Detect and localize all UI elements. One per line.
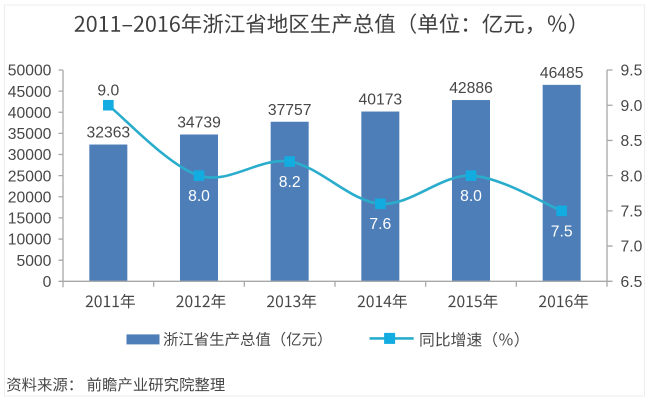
svg-text:0: 0 bbox=[43, 274, 52, 291]
svg-text:30000: 30000 bbox=[8, 147, 52, 164]
svg-text:9.0: 9.0 bbox=[97, 82, 119, 99]
svg-text:10000: 10000 bbox=[8, 232, 52, 249]
svg-text:7.0: 7.0 bbox=[621, 239, 643, 256]
svg-text:50000: 50000 bbox=[8, 63, 52, 80]
svg-text:32363: 32363 bbox=[87, 125, 131, 142]
svg-text:37757: 37757 bbox=[268, 102, 312, 119]
svg-text:46485: 46485 bbox=[540, 65, 584, 82]
svg-text:34739: 34739 bbox=[177, 115, 221, 132]
svg-text:9.5: 9.5 bbox=[621, 63, 643, 80]
svg-text:8.2: 8.2 bbox=[279, 174, 301, 191]
svg-text:40000: 40000 bbox=[8, 105, 52, 122]
svg-text:8.0: 8.0 bbox=[188, 188, 210, 205]
svg-text:5000: 5000 bbox=[16, 253, 51, 270]
svg-text:8.5: 8.5 bbox=[621, 133, 643, 150]
svg-text:9.0: 9.0 bbox=[621, 98, 643, 115]
svg-text:20000: 20000 bbox=[8, 189, 52, 206]
svg-text:25000: 25000 bbox=[8, 168, 52, 185]
svg-text:42886: 42886 bbox=[449, 80, 493, 97]
svg-text:7.5: 7.5 bbox=[551, 223, 573, 240]
svg-text:15000: 15000 bbox=[8, 211, 52, 228]
svg-text:7.6: 7.6 bbox=[369, 216, 391, 233]
svg-text:8.0: 8.0 bbox=[621, 168, 643, 185]
svg-text:35000: 35000 bbox=[8, 126, 52, 143]
svg-text:45000: 45000 bbox=[8, 84, 52, 101]
svg-text:40173: 40173 bbox=[359, 92, 403, 109]
svg-text:6.5: 6.5 bbox=[621, 274, 643, 291]
svg-text:8.0: 8.0 bbox=[460, 188, 482, 205]
svg-text:7.5: 7.5 bbox=[621, 203, 643, 220]
